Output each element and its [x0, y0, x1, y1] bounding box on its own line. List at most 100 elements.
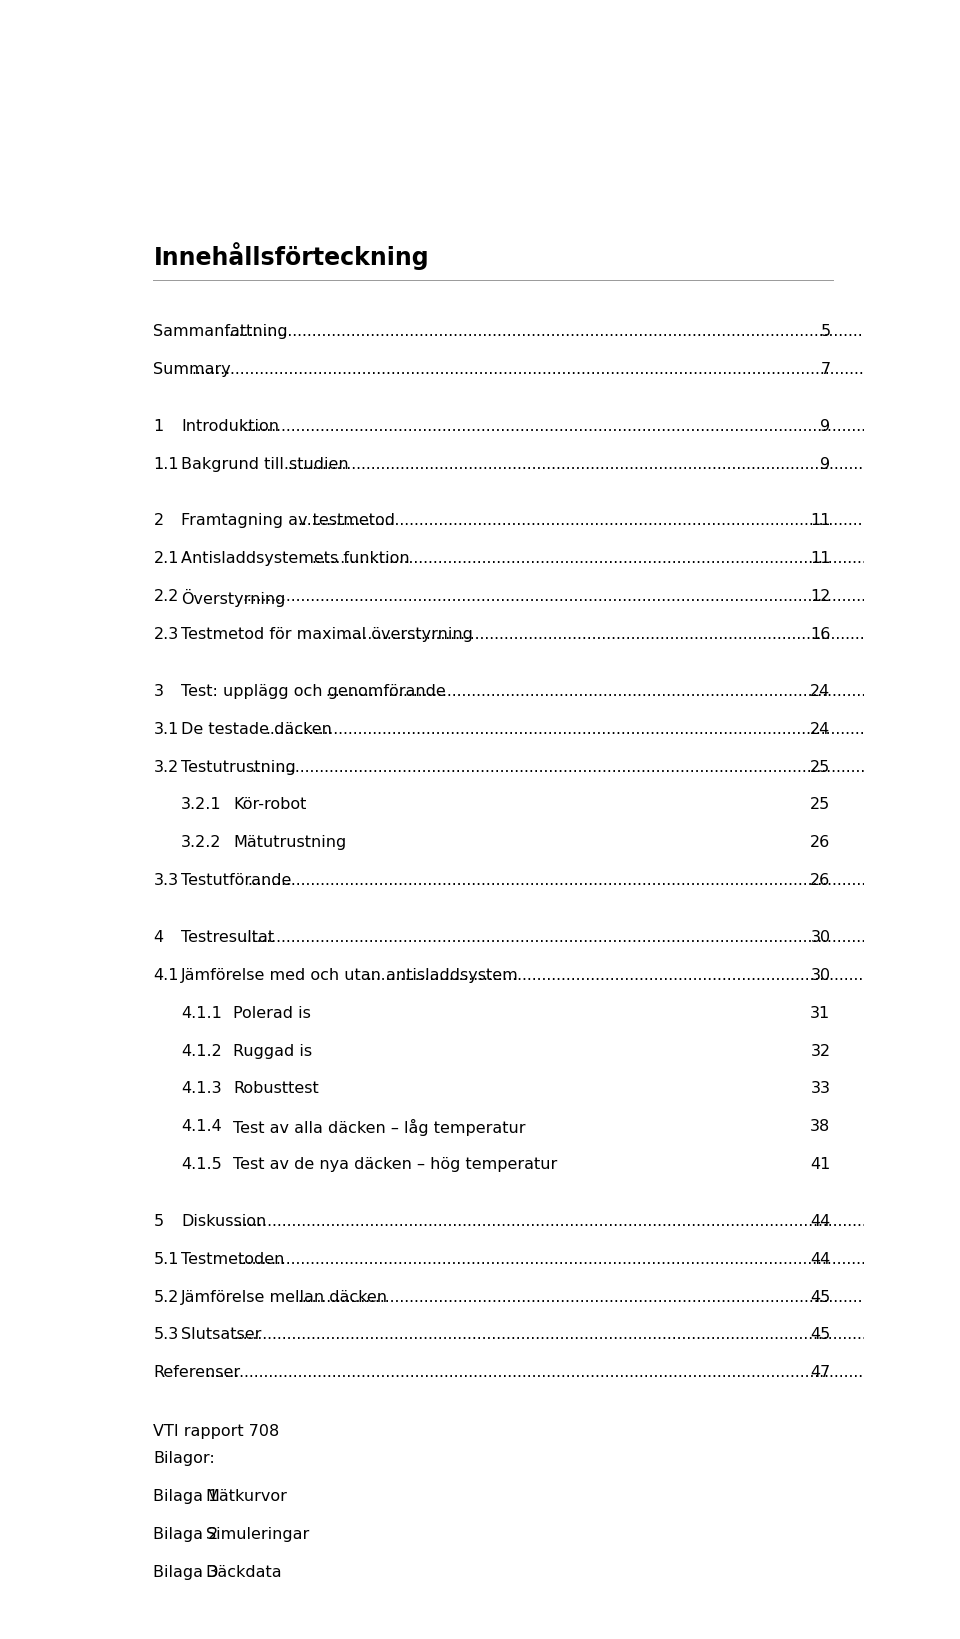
- Text: 31: 31: [810, 1006, 830, 1021]
- Text: ................................................................................: ........................................…: [367, 967, 960, 983]
- Text: ................................................................................: ........................................…: [298, 513, 960, 528]
- Text: 45: 45: [810, 1328, 830, 1342]
- Text: ................................................................................: ........................................…: [311, 551, 960, 567]
- Text: Testutförande: Testutförande: [181, 874, 292, 888]
- Text: 26: 26: [810, 836, 830, 851]
- Text: Diskussion: Diskussion: [181, 1214, 266, 1229]
- Text: 11: 11: [810, 551, 830, 567]
- Text: 2: 2: [154, 513, 163, 528]
- Text: 5: 5: [154, 1214, 163, 1229]
- Text: 33: 33: [810, 1082, 830, 1096]
- Text: Slutsatser: Slutsatser: [181, 1328, 261, 1342]
- Text: ................................................................................: ........................................…: [224, 325, 960, 339]
- Text: Sammanfattning: Sammanfattning: [154, 325, 288, 339]
- Text: Innehållsförteckning: Innehållsförteckning: [154, 243, 429, 270]
- Text: Referenser: Referenser: [154, 1365, 241, 1380]
- Text: 5.2: 5.2: [154, 1290, 179, 1305]
- Text: 9: 9: [821, 420, 830, 434]
- Text: ................................................................................: ........................................…: [242, 420, 960, 434]
- Text: ................................................................................: ........................................…: [252, 759, 960, 775]
- Text: 25: 25: [810, 759, 830, 775]
- Text: 45: 45: [810, 1290, 830, 1305]
- Text: 30: 30: [810, 967, 830, 983]
- Text: 38: 38: [810, 1119, 830, 1134]
- Text: 24: 24: [810, 683, 830, 698]
- Text: 1.1: 1.1: [154, 457, 180, 472]
- Text: Mätutrustning: Mätutrustning: [233, 836, 347, 851]
- Text: 4.1: 4.1: [154, 967, 179, 983]
- Text: 3.3: 3.3: [154, 874, 179, 888]
- Text: Bilaga 2: Bilaga 2: [154, 1528, 219, 1542]
- Text: Bilaga 3: Bilaga 3: [154, 1565, 219, 1580]
- Text: ................................................................................: ........................................…: [265, 721, 960, 736]
- Text: ................................................................................: ........................................…: [205, 1365, 960, 1380]
- Text: Överstyrning: Överstyrning: [181, 588, 285, 606]
- Text: 2.1: 2.1: [154, 551, 179, 567]
- Text: 4.1.2: 4.1.2: [181, 1044, 222, 1059]
- Text: 4: 4: [154, 929, 163, 946]
- Text: 7: 7: [821, 362, 830, 377]
- Text: 24: 24: [810, 721, 830, 736]
- Text: 44: 44: [810, 1252, 830, 1267]
- Text: Introduktion: Introduktion: [181, 420, 279, 434]
- Text: 16: 16: [810, 628, 830, 642]
- Text: ................................................................................: ........................................…: [344, 628, 960, 642]
- Text: 4.1.1: 4.1.1: [181, 1006, 222, 1021]
- Text: Testutrustning: Testutrustning: [181, 759, 296, 775]
- Text: 4.1.3: 4.1.3: [181, 1082, 222, 1096]
- Text: 5: 5: [821, 325, 830, 339]
- Text: Mätkurvor: Mätkurvor: [205, 1488, 287, 1505]
- Text: Test av alla däcken – låg temperatur: Test av alla däcken – låg temperatur: [233, 1119, 525, 1136]
- Text: 12: 12: [810, 588, 830, 605]
- Text: 25: 25: [810, 798, 830, 813]
- Text: ................................................................................: ........................................…: [325, 683, 960, 698]
- Text: Summary: Summary: [154, 362, 231, 377]
- Text: 4.1.5: 4.1.5: [181, 1157, 222, 1172]
- Text: ................................................................................: ........................................…: [242, 588, 960, 605]
- Text: 3.2.1: 3.2.1: [181, 798, 222, 813]
- Text: ................................................................................: ........................................…: [192, 362, 960, 377]
- Text: ................................................................................: ........................................…: [233, 1328, 960, 1342]
- Text: Bakgrund till studien: Bakgrund till studien: [181, 457, 348, 472]
- Text: Bilagor:: Bilagor:: [154, 1451, 215, 1467]
- Text: 5.3: 5.3: [154, 1328, 179, 1342]
- Text: Jämförelse med och utan antisladdsystem: Jämförelse med och utan antisladdsystem: [181, 967, 518, 983]
- Text: Simuleringar: Simuleringar: [205, 1528, 309, 1542]
- Text: 11: 11: [810, 513, 830, 528]
- Text: 2.2: 2.2: [154, 588, 179, 605]
- Text: De testade däcken: De testade däcken: [181, 721, 332, 736]
- Text: ................................................................................: ........................................…: [238, 1252, 960, 1267]
- Text: 1: 1: [154, 420, 164, 434]
- Text: VTI rapport 708: VTI rapport 708: [154, 1424, 279, 1439]
- Text: ................................................................................: ........................................…: [233, 1214, 960, 1229]
- Text: 4.1.4: 4.1.4: [181, 1119, 222, 1134]
- Text: Testmetod för maximal överstyrning: Testmetod för maximal överstyrning: [181, 628, 473, 642]
- Text: ................................................................................: ........................................…: [247, 874, 960, 888]
- Text: 3.2.2: 3.2.2: [181, 836, 222, 851]
- Text: 2.3: 2.3: [154, 628, 179, 642]
- Text: Ruggad is: Ruggad is: [233, 1044, 312, 1059]
- Text: Testmetoden: Testmetoden: [181, 1252, 284, 1267]
- Text: Däckdata: Däckdata: [205, 1565, 282, 1580]
- Text: Framtagning av testmetod: Framtagning av testmetod: [181, 513, 395, 528]
- Text: 32: 32: [810, 1044, 830, 1059]
- Text: 26: 26: [810, 874, 830, 888]
- Text: ................................................................................: ........................................…: [298, 1290, 960, 1305]
- Text: Antisladdsystemets funktion: Antisladdsystemets funktion: [181, 551, 410, 567]
- Text: Test: upplägg och genomförande: Test: upplägg och genomförande: [181, 683, 445, 698]
- Text: Jämförelse mellan däcken: Jämförelse mellan däcken: [181, 1290, 388, 1305]
- Text: 3.2: 3.2: [154, 759, 179, 775]
- Text: ................................................................................: ........................................…: [242, 929, 960, 946]
- Text: 5.1: 5.1: [154, 1252, 179, 1267]
- Text: 44: 44: [810, 1214, 830, 1229]
- Text: Test av de nya däcken – hög temperatur: Test av de nya däcken – hög temperatur: [233, 1157, 558, 1172]
- Text: 9: 9: [821, 457, 830, 472]
- Text: 30: 30: [810, 929, 830, 946]
- Text: ................................................................................: ........................................…: [284, 457, 960, 472]
- Text: Bilaga 1: Bilaga 1: [154, 1488, 219, 1505]
- Text: Robusttest: Robusttest: [233, 1082, 319, 1096]
- Text: 3: 3: [154, 683, 163, 698]
- Text: 3.1: 3.1: [154, 721, 179, 736]
- Text: Testresultat: Testresultat: [181, 929, 275, 946]
- Text: 47: 47: [810, 1365, 830, 1380]
